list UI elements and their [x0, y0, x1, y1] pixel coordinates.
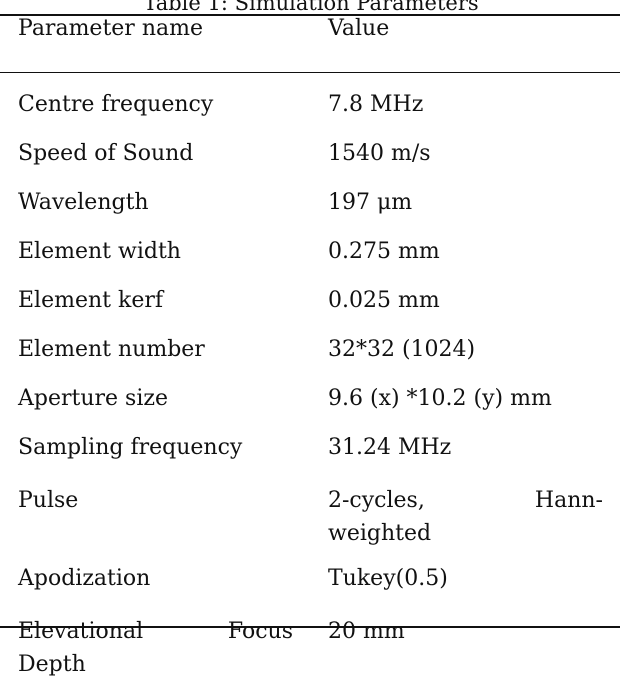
- param-value: 2-cycles, Hann- weighted: [310, 478, 620, 560]
- param-name: Element kerf: [18, 288, 164, 313]
- param-value: 20 mm: [328, 619, 405, 644]
- param-name: Apodization: [18, 566, 151, 591]
- param-value: 1540 m/s: [328, 141, 431, 166]
- param-value: 7.8 MHz: [328, 92, 424, 117]
- table-row: Wavelength 197 μm: [0, 184, 620, 233]
- param-value: 0.275 mm: [328, 239, 440, 264]
- param-value: 197 μm: [328, 190, 413, 215]
- param-value-line: 2-cycles, Hann-: [328, 484, 603, 517]
- param-name: Wavelength: [18, 190, 149, 215]
- simulation-parameters-table: Parameter name Value Centre frequency 7.…: [0, 16, 620, 691]
- param-value: 32*32 (1024): [328, 337, 476, 362]
- param-value: 31.24 MHz: [328, 435, 452, 460]
- table-row: Pulse 2-cycles, Hann- weighted: [0, 478, 620, 560]
- param-name-part: Elevational: [18, 619, 144, 644]
- param-name: Elevational Focus Depth: [0, 609, 310, 691]
- table-row: Element kerf 0.025 mm: [0, 282, 620, 331]
- param-name: Sampling frequency: [18, 435, 243, 460]
- param-name: Element width: [18, 239, 181, 264]
- param-value: 0.025 mm: [328, 288, 440, 313]
- table-header-row: Parameter name Value: [0, 16, 620, 72]
- table-row: Element width 0.275 mm: [0, 233, 620, 282]
- table-row: Sampling frequency 31.24 MHz: [0, 429, 620, 478]
- header-rule: [0, 72, 620, 73]
- bottom-rule: [0, 626, 620, 628]
- param-value-line: weighted: [328, 521, 432, 546]
- header-value: Value: [328, 16, 390, 41]
- table-row: Centre frequency 7.8 MHz: [0, 86, 620, 135]
- param-name: Pulse: [18, 488, 79, 513]
- param-name-part: Focus: [227, 619, 293, 644]
- table-row: Element number 32*32 (1024): [0, 331, 620, 380]
- top-rule: [0, 14, 620, 16]
- table-row: Aperture size 9.6 (x) *10.2 (y) mm: [0, 380, 620, 429]
- table-row: Elevational Focus Depth 20 mm: [0, 609, 620, 691]
- header-parameter-name: Parameter name: [18, 16, 203, 41]
- table-caption: Table 1: Simulation Parameters: [143, 0, 479, 15]
- param-value: 9.6 (x) *10.2 (y) mm: [328, 386, 552, 411]
- table-row: Speed of Sound 1540 m/s: [0, 135, 620, 184]
- table-row: Apodization Tukey(0.5): [0, 560, 620, 609]
- param-name: Centre frequency: [18, 92, 214, 117]
- param-name: Aperture size: [18, 386, 168, 411]
- param-name-line: Elevational Focus: [18, 615, 293, 648]
- param-value: Tukey(0.5): [328, 566, 448, 591]
- param-name-line: Depth: [18, 652, 86, 677]
- param-name: Speed of Sound: [18, 141, 194, 166]
- param-value-part: Hann-: [534, 488, 603, 513]
- param-name: Element number: [18, 337, 205, 362]
- param-value-part: 2-cycles,: [328, 488, 425, 513]
